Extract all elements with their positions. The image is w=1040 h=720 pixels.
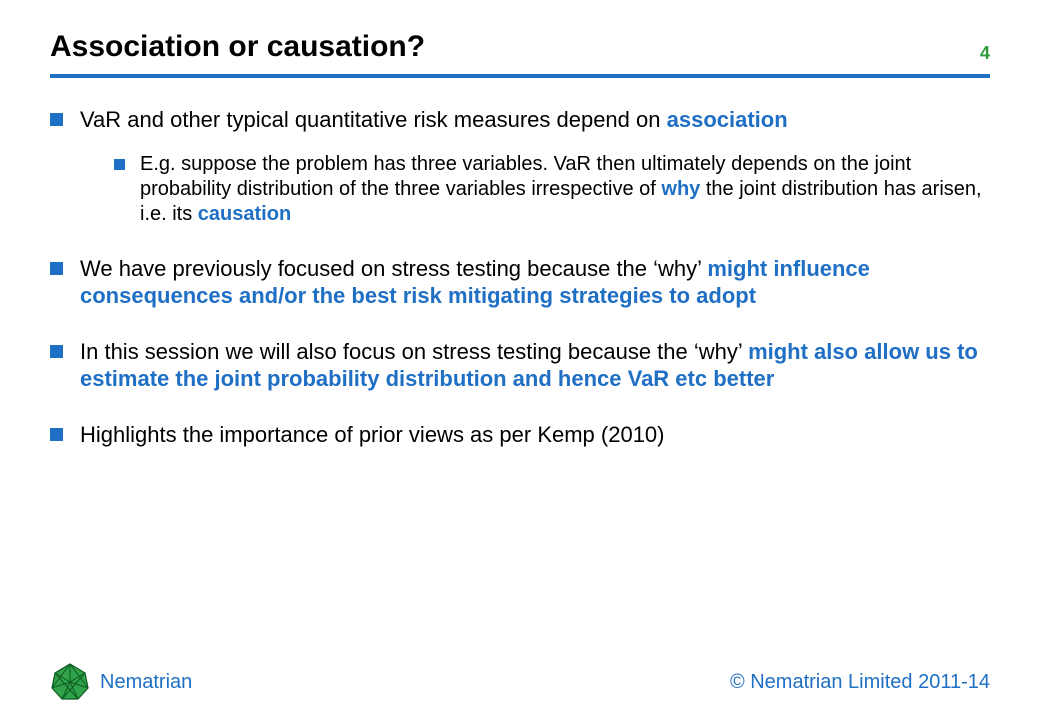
- slide: Association or causation? 4 VaR and othe…: [0, 0, 1040, 720]
- bullet-item: In this session we will also focus on st…: [50, 338, 990, 393]
- highlight-text: why: [661, 178, 700, 200]
- slide-header: Association or causation? 4: [50, 30, 990, 70]
- body-text: VaR and other typical quantitative risk …: [80, 107, 667, 132]
- bullet-item: Highlights the importance of prior views…: [50, 421, 990, 449]
- brand: Nematrian: [50, 662, 192, 702]
- bullet-item: VaR and other typical quantitative risk …: [50, 106, 990, 227]
- bullet-list: VaR and other typical quantitative risk …: [50, 106, 990, 448]
- body-text: Highlights the importance of prior views…: [80, 422, 665, 447]
- slide-body: VaR and other typical quantitative risk …: [50, 78, 990, 448]
- brand-name: Nematrian: [100, 671, 192, 694]
- bullet-item: We have previously focused on stress tes…: [50, 255, 990, 310]
- slide-title: Association or causation?: [50, 30, 425, 64]
- copyright: © Nematrian Limited 2011-14: [730, 671, 990, 694]
- sub-bullet-item: E.g. suppose the problem has three varia…: [114, 152, 990, 227]
- highlight-text: causation: [198, 203, 291, 225]
- page-number: 4: [980, 43, 990, 64]
- logo-icon: [50, 662, 90, 702]
- body-text: We have previously focused on stress tes…: [80, 256, 707, 281]
- sub-bullet-list: E.g. suppose the problem has three varia…: [114, 152, 990, 227]
- slide-footer: Nematrian © Nematrian Limited 2011-14: [50, 662, 990, 702]
- body-text: In this session we will also focus on st…: [80, 339, 748, 364]
- highlight-text: association: [667, 107, 788, 132]
